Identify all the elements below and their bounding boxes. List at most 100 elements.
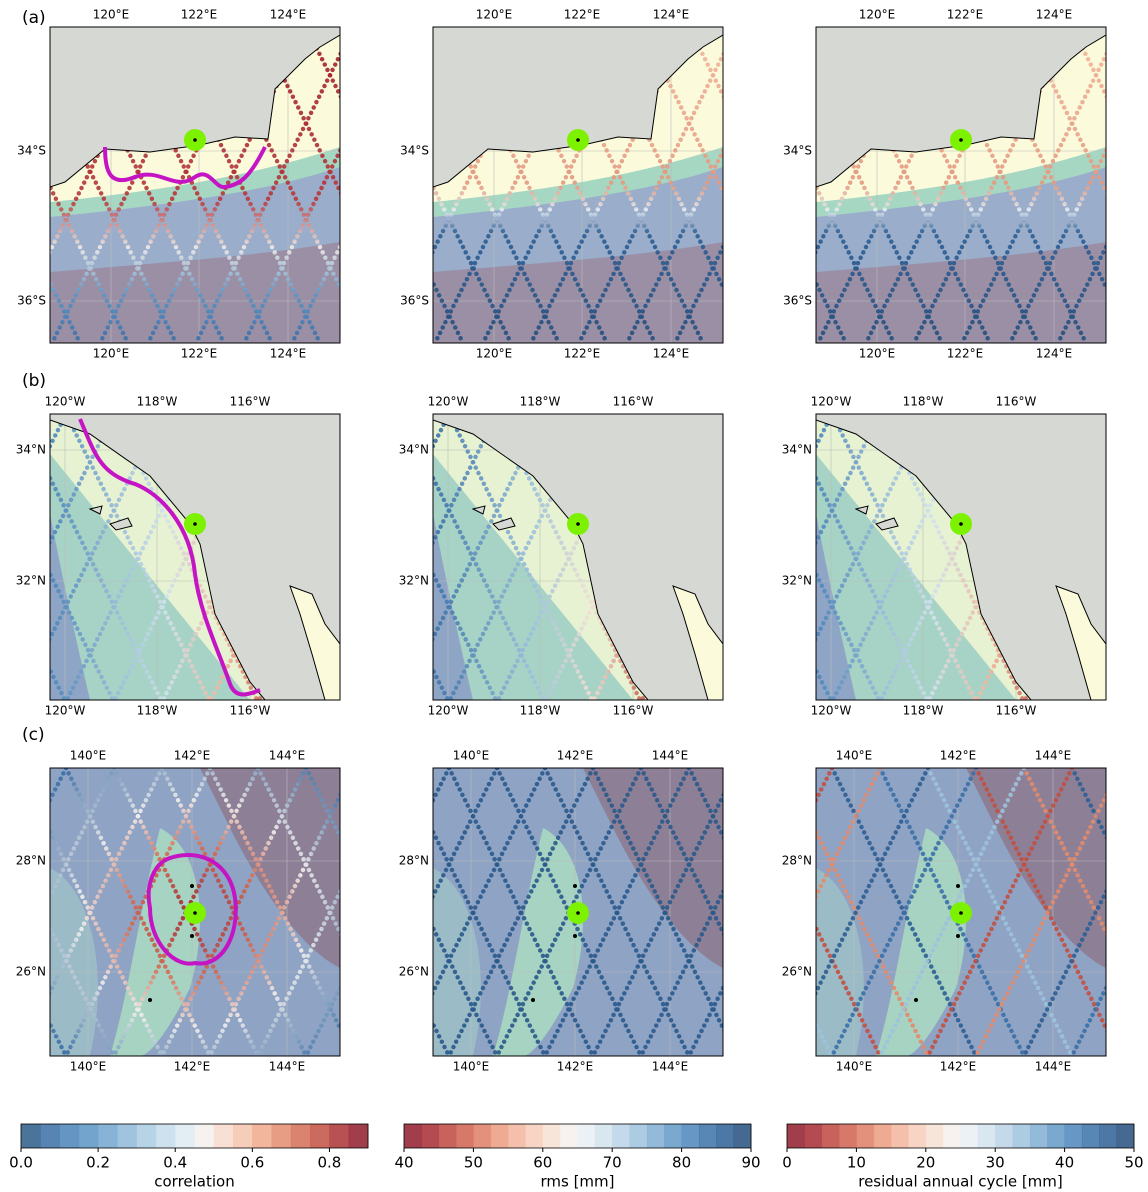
colorbar-segment xyxy=(136,1124,157,1148)
x-tick-label: 120°W xyxy=(45,395,86,409)
panel-label: (c) xyxy=(22,725,45,745)
panel-frame xyxy=(432,767,724,1057)
colorbar-tick-label: 10 xyxy=(847,1154,866,1172)
map-panel xyxy=(0,768,340,1056)
land xyxy=(1055,585,1106,700)
altimetry-track xyxy=(0,27,18,343)
x-tick-label: 118°W xyxy=(520,704,561,718)
colorbar-segment xyxy=(271,1124,292,1148)
altimetry-track xyxy=(672,241,723,343)
map-panel xyxy=(816,768,1148,1056)
y-tick-label: 36°S xyxy=(400,294,429,308)
colorbar-segment xyxy=(329,1124,350,1148)
x-tick-label: 144°E xyxy=(652,749,689,763)
x-tick-label: 144°E xyxy=(269,1060,306,1074)
y-tick-label: 26°N xyxy=(16,965,46,979)
x-tick-label: 120°E xyxy=(859,347,896,361)
x-tick-label: 122°E xyxy=(947,8,984,22)
y-tick-label: 36°S xyxy=(17,294,46,308)
altimetry-track xyxy=(63,768,213,1056)
x-tick-label: 144°E xyxy=(1035,749,1072,763)
altimetry-track xyxy=(50,277,83,343)
x-tick-label: 120°W xyxy=(428,395,469,409)
x-tick-label: 144°E xyxy=(269,749,306,763)
island xyxy=(492,517,516,531)
panel-frame xyxy=(815,413,1107,701)
panel-frame xyxy=(432,413,724,701)
altimetry-track xyxy=(1120,414,1148,700)
altimetry-track xyxy=(1007,145,1106,343)
colorbar-segment xyxy=(473,1124,492,1148)
x-tick-label: 124°E xyxy=(270,8,307,22)
altimetry-track xyxy=(816,85,945,343)
altimetry-track xyxy=(1120,768,1148,1056)
altimetry-track xyxy=(193,49,340,343)
colorbar-tick-label: 20 xyxy=(916,1154,935,1172)
island xyxy=(956,934,960,938)
contour xyxy=(103,146,267,189)
y-tick-label: 34°N xyxy=(16,443,46,457)
altimetry-track xyxy=(50,768,165,998)
x-tick-label: 118°W xyxy=(520,395,561,409)
colorbar-segment xyxy=(252,1124,273,1148)
altimetry-track xyxy=(1121,414,1148,700)
island xyxy=(88,505,103,515)
x-tick-label: 116°W xyxy=(996,395,1037,409)
colorbar-segment xyxy=(233,1124,253,1148)
island xyxy=(471,505,486,515)
colorbar-tick-label: 40 xyxy=(1055,1154,1074,1172)
y-tick-label: 26°N xyxy=(399,965,429,979)
land xyxy=(50,27,340,188)
x-tick-label: 124°E xyxy=(270,347,307,361)
altimetry-track xyxy=(0,768,18,1056)
colorbar-segment xyxy=(804,1124,823,1148)
panel-frame xyxy=(815,26,1107,344)
colorbar-label: rms [mm] xyxy=(540,1173,614,1191)
x-tick-label: 144°E xyxy=(652,1060,689,1074)
colorbar-segment xyxy=(1099,1124,1118,1148)
x-tick-label: 124°E xyxy=(1036,8,1073,22)
altimetry-track xyxy=(289,241,340,343)
colorbar-tick-label: 50 xyxy=(1124,1154,1143,1172)
island xyxy=(190,884,194,888)
colorbar-segment xyxy=(78,1124,99,1148)
island xyxy=(956,884,960,888)
x-tick-label: 116°W xyxy=(613,704,654,718)
colorbar-segment xyxy=(1012,1124,1031,1148)
altimetry-track xyxy=(433,277,466,343)
x-tick-label: 120°E xyxy=(93,8,130,22)
y-tick-label: 36°S xyxy=(783,294,812,308)
altimetry-track xyxy=(0,414,17,700)
panel-label: (b) xyxy=(22,371,46,391)
colorbar-segment xyxy=(787,1124,805,1148)
altimetry-track xyxy=(50,414,117,548)
colorbar-segment xyxy=(698,1124,717,1148)
y-tick-label: 34°N xyxy=(399,443,429,457)
colorbar-segment xyxy=(716,1124,735,1148)
colorbar-tick-label: 0.8 xyxy=(318,1154,342,1172)
x-tick-label: 116°W xyxy=(230,704,271,718)
altimetry-track xyxy=(433,414,500,548)
x-tick-label: 120°E xyxy=(476,8,513,22)
altimetry-track xyxy=(816,181,897,343)
altimetry-track xyxy=(1055,241,1106,343)
altimetry-track xyxy=(1021,886,1106,1056)
altimetry-track xyxy=(1069,982,1106,1056)
colorbar-segment xyxy=(839,1124,857,1148)
x-tick-label: 122°E xyxy=(947,347,984,361)
contour xyxy=(78,418,261,697)
colorbar-label: correlation xyxy=(154,1173,235,1191)
colorbar-frame xyxy=(786,1123,1135,1149)
colorbar-tick-label: 40 xyxy=(394,1154,413,1172)
x-tick-label: 122°E xyxy=(181,8,218,22)
colorbar-segment xyxy=(1047,1124,1065,1148)
colorbar-segment xyxy=(490,1124,509,1148)
map-panel xyxy=(816,414,1148,700)
x-tick-label: 144°E xyxy=(1035,1060,1072,1074)
colorbar-tick-label: 0 xyxy=(782,1154,792,1172)
altimetry-track xyxy=(638,886,723,1056)
altimetry-track xyxy=(255,886,340,1056)
colorbar-segment xyxy=(1029,1124,1048,1148)
x-tick-label: 120°W xyxy=(811,395,852,409)
y-tick-label: 34°N xyxy=(782,443,812,457)
